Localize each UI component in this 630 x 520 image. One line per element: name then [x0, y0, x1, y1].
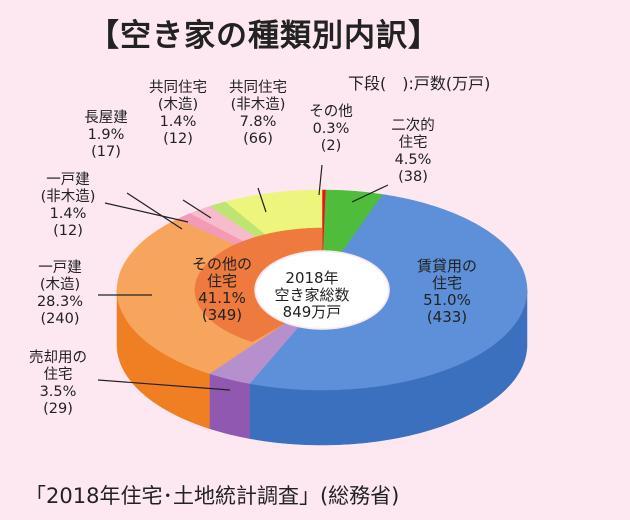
- label-secondary: 二次的 住宅 4.5% (38): [391, 118, 435, 185]
- source-note: 「2018年住宅･土地統計調査」(総務省): [25, 484, 400, 508]
- label-detached-nonwood: 一戸建 (非木造) 1.4% (12): [40, 172, 96, 239]
- leader-line: [126, 192, 183, 230]
- label-rental: 賃貸用の 住宅 51.0% (433): [416, 257, 478, 326]
- leader-line: [318, 164, 323, 196]
- group-ring: [194, 227, 323, 343]
- leader-line: [97, 379, 231, 391]
- leader-lines: [97, 164, 389, 391]
- donut-hole: [256, 252, 388, 328]
- label-kyodo-wood: 共同住宅 (木造) 1.4% (12): [149, 80, 207, 147]
- leader-line: [257, 187, 267, 213]
- slice-side: [209, 373, 250, 439]
- label-detached-wood: 一戸建 (木造) 28.3% (240): [36, 260, 84, 327]
- leader-line: [351, 184, 389, 203]
- label-for-sale: 売却用の 住宅 3.5% (29): [29, 350, 87, 417]
- label-nagaya: 長屋建 1.9% (17): [84, 110, 128, 160]
- center-label: 2018年 空き家総数 849万戸: [274, 269, 350, 321]
- chart-title: 【空き家の種類別内訳】: [88, 18, 440, 54]
- label-kyodo-nonwood: 共同住宅 (非木造) 7.8% (66): [229, 80, 287, 147]
- label-other: その他 0.3% (2): [309, 104, 353, 154]
- label-other-housing: その他の 住宅 41.1% (349): [191, 255, 253, 324]
- leader-line: [104, 202, 189, 223]
- unit-note: 下段( ):戸数(万戸): [348, 74, 491, 93]
- leader-line: [182, 199, 212, 219]
